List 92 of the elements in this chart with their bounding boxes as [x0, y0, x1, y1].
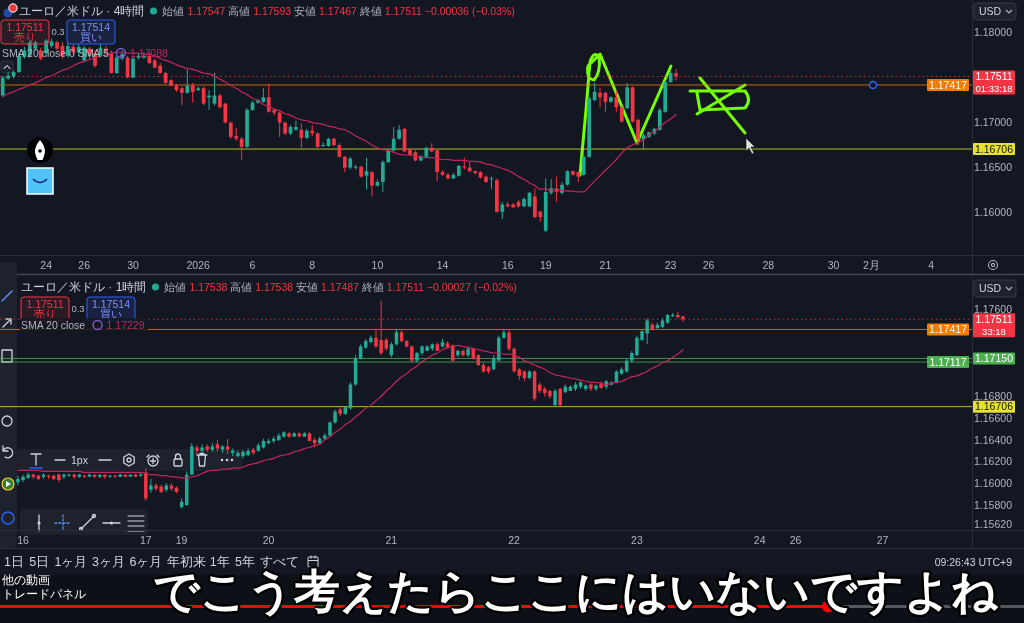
y-tick-label: 1.16800	[974, 390, 1013, 403]
x-tick-label: 23	[631, 533, 643, 546]
y-tick-label: 1.16200	[974, 455, 1013, 468]
x-tick-label: 19	[175, 533, 188, 546]
text: 始値 1.17538 高値 1.17538 安値 1.17487 終値 1.17511 −0.00027 (−0.02%)	[164, 280, 517, 293]
text: 始値 1.17547 高値 1.17593 安値 1.17467 終値 1.17511 −0.00036 (−0.03%)	[162, 4, 515, 17]
y-tick-label: 1.16400	[974, 433, 1013, 446]
candlestick	[185, 68, 190, 95]
candlestick	[614, 89, 619, 113]
annotation: 0.3	[51, 26, 65, 38]
annotation: 1.17514 買い	[72, 20, 111, 44]
ref-line-label: 1.17117	[929, 355, 967, 368]
x-tick-label: 21	[599, 258, 612, 271]
text: トレードパネル	[2, 587, 86, 602]
chart-title: ユーロ／米ドル · 1時間	[21, 280, 147, 295]
candlestick	[190, 82, 195, 104]
annotation: 0.3	[71, 303, 85, 315]
text: 09:26:43 UTC+9	[934, 555, 1013, 568]
x-tick-label: 24	[40, 258, 53, 271]
x-tick-label: 30	[127, 258, 140, 271]
x-tick-label: 4	[928, 258, 935, 271]
y-tick-label: 1.16500	[974, 161, 1013, 174]
candlestick	[446, 172, 450, 180]
x-tick-label: 17	[139, 533, 152, 546]
candlestick	[594, 384, 598, 392]
y-tick-label: 1.16000	[974, 206, 1013, 219]
y-tick-label: 1.18000	[974, 26, 1013, 39]
x-tick-label: 8	[309, 258, 316, 271]
ref-line-label: 1.17417	[929, 323, 968, 336]
x-tick-label: 30	[827, 258, 840, 271]
candlestick	[149, 478, 153, 494]
x-tick-label: 10	[371, 258, 384, 271]
x-tick-label: 27	[876, 533, 889, 546]
x-tick-label: 19	[539, 258, 552, 271]
y-tick-label: 1.16600	[974, 411, 1013, 424]
x-tick-label: 22	[508, 533, 521, 546]
ref-line-label: 1.16706	[975, 400, 1014, 413]
x-tick-label: 16	[501, 258, 514, 271]
ref-line-label: 1.17417	[929, 78, 968, 91]
x-tick-label: 23	[664, 258, 677, 271]
x-tick-label: 28	[762, 258, 775, 271]
candlestick	[598, 86, 602, 108]
candlestick	[200, 443, 204, 454]
annotation: 1.17511 売り	[26, 297, 64, 321]
ref-line-label: 1.17511 33:18	[975, 312, 1013, 337]
x-tick-label: 2月	[863, 258, 880, 271]
text: 他の動画	[2, 573, 50, 588]
candlestick	[195, 444, 199, 455]
annotation: 1.17511 売り	[6, 20, 44, 44]
candlestick	[674, 68, 678, 81]
candlestick	[497, 335, 501, 362]
annotation: 1.17514 買い	[92, 297, 131, 321]
ref-line-label: 1.17150	[975, 352, 1014, 365]
y-tick-label: 1.15800	[974, 498, 1013, 511]
x-tick-label: 26	[789, 533, 802, 546]
x-tick-label: 26	[78, 258, 91, 271]
candlestick	[321, 141, 325, 148]
ref-line-label: 1.17511 01:33:18	[975, 70, 1013, 94]
candlestick	[103, 474, 107, 480]
y-tick-label: 1.17000	[974, 116, 1013, 129]
y-tick-label: 1.16000	[974, 476, 1013, 489]
candlestick	[636, 118, 640, 146]
x-tick-label: 24	[753, 533, 766, 546]
candlestick	[391, 126, 396, 152]
candlestick	[131, 56, 135, 79]
x-tick-label: 6	[249, 258, 256, 271]
ref-line-label: 1.16706	[975, 142, 1014, 155]
x-tick-label: 2026	[186, 258, 211, 271]
candlestick	[558, 387, 562, 407]
candlestick	[370, 170, 374, 197]
line-series	[17, 344, 684, 479]
x-tick-label: 20	[262, 533, 275, 546]
x-tick-label: 21	[385, 533, 398, 546]
x-tick-label: 14	[436, 258, 449, 271]
candlestick	[581, 154, 586, 177]
candlestick	[625, 82, 630, 110]
text: USD	[979, 5, 1002, 18]
annotation: SMA 20 close	[21, 318, 86, 331]
candlestick	[473, 169, 477, 176]
y-tick-label: 1.15620	[974, 518, 1013, 531]
candlestick	[512, 347, 516, 374]
candlestick	[380, 159, 385, 193]
candlestick	[507, 328, 511, 352]
candlestick	[180, 86, 184, 106]
chart-title: ユーロ／米ドル · 4時間	[19, 4, 145, 19]
candlestick	[294, 120, 298, 132]
candlestick	[109, 49, 114, 75]
text: USD	[979, 282, 1002, 295]
annotation: 1.17229	[106, 318, 145, 331]
x-tick-label: 16	[17, 533, 30, 546]
annotation: 1px	[71, 453, 89, 466]
x-tick-label: 26	[702, 258, 715, 271]
